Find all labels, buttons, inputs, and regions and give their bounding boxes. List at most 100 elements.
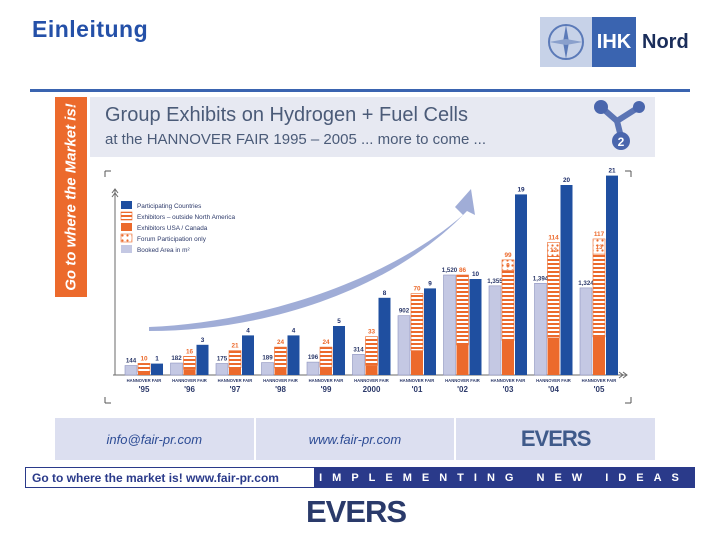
bottom-bar-tagline: IMPLEMENTING NEW IDEAS	[314, 468, 694, 487]
x-tick-prefix: HANNOVER FAIR	[309, 378, 344, 383]
label-countries: 5	[337, 318, 341, 325]
bar-exhibitors-usa	[229, 367, 241, 375]
bar-exhibitors-usa	[502, 340, 514, 375]
bar-exhibitors-usa	[365, 365, 378, 375]
bar-exhibitors-outside	[319, 346, 333, 368]
ihk-nord-logo: IHK Nord	[540, 17, 690, 67]
x-tick-label: '98	[275, 385, 286, 394]
bar-booked-area	[170, 362, 183, 376]
x-tick-label: '03	[503, 385, 514, 394]
bar-exhibitors-outside	[592, 253, 606, 338]
label-forum: 9	[506, 263, 510, 270]
label-booked-area: 314	[353, 346, 364, 353]
hydrogen-banner: Go to where the Market is! Group Exhibit…	[55, 97, 655, 460]
x-tick-prefix: HANNOVER FAIR	[218, 378, 253, 383]
label-countries: 8	[383, 290, 387, 297]
footer-email[interactable]: info@fair-pr.com	[55, 418, 256, 460]
bar-booked-area	[306, 361, 320, 376]
legend-outside-na-label: Exhibitors – outside North America	[137, 214, 235, 221]
bar-exhibitors-usa	[138, 372, 150, 375]
x-tick-label: '95	[139, 385, 150, 394]
x-tick-prefix: HANNOVER FAIR	[536, 378, 571, 383]
bar-exhibitors-outside	[183, 356, 196, 370]
label-countries: 4	[246, 327, 250, 334]
banner-subtitle: at the HANNOVER FAIR 1995 – 2005 ... mor…	[105, 131, 487, 148]
x-tick-label: 2000	[363, 385, 381, 394]
banner-header: Group Exhibits on Hydrogen + Fuel Cells …	[90, 97, 655, 157]
legend-participating-countries-swatch	[121, 201, 132, 209]
label-exhibitors: 33	[368, 329, 376, 336]
label-booked-area: 1,394	[533, 275, 549, 282]
label-exhibitors: 99	[504, 252, 512, 259]
compass-emblem-icon	[540, 17, 592, 67]
legend-forum-swatch	[120, 233, 133, 243]
x-tick-label: '96	[184, 385, 195, 394]
bar-forum	[501, 259, 515, 271]
footer-website-text: www.fair-pr.com	[308, 431, 402, 447]
label-exhibitors: 24	[277, 339, 285, 346]
evers-logo-text: EVERS	[306, 494, 407, 529]
bar-exhibitors-outside	[228, 350, 242, 368]
bar-exhibitors-outside	[274, 346, 287, 369]
footer-email-text: info@fair-pr.com	[106, 431, 203, 447]
bar-countries	[333, 326, 345, 375]
legend-outside-na-swatch	[120, 211, 133, 221]
label-exhibitors: 16	[186, 348, 194, 355]
label-countries: 9	[428, 280, 432, 287]
ihk-logo-word: Nord	[642, 30, 689, 53]
label-booked-area: 182	[171, 355, 182, 362]
label-exhibitors: 114	[548, 234, 559, 241]
bottom-bar: Go to where the market is! www.fair-pr.c…	[25, 467, 695, 488]
side-strip: Go to where the Market is!	[55, 97, 87, 297]
bar-forum	[592, 238, 606, 255]
molecule-icon: 2	[594, 100, 645, 150]
bar-countries	[424, 288, 436, 375]
label-booked-area: 196	[308, 354, 319, 361]
bar-exhibitors-usa	[593, 336, 605, 375]
y-axis-arrow	[111, 188, 119, 198]
label-booked-area: 902	[399, 308, 410, 315]
label-booked-area: 189	[262, 355, 273, 362]
label-countries: 19	[517, 186, 525, 193]
label-forum: 12	[550, 247, 557, 254]
evers-logo: EVERS	[306, 494, 407, 530]
bar-exhibitors-outside	[547, 256, 560, 339]
svg-text:2: 2	[618, 135, 625, 149]
bar-booked-area	[488, 285, 502, 376]
label-booked-area: 144	[126, 358, 137, 365]
bar-exhibitors-usa	[547, 337, 560, 375]
x-tick-label: '05	[594, 385, 605, 394]
bar-countries	[196, 344, 209, 375]
title-divider	[30, 89, 690, 92]
slide-title: Einleitung	[32, 16, 149, 42]
bar-booked-area	[397, 315, 411, 376]
bar-countries	[242, 335, 254, 375]
x-axis-arrow	[618, 371, 628, 379]
label-countries: 1	[155, 356, 159, 363]
label-booked-area: 1,520	[442, 267, 458, 274]
x-tick-prefix: HANNOVER FAIR	[582, 378, 617, 383]
x-tick-prefix: HANNOVER FAIR	[400, 378, 435, 383]
x-tick-label: '97	[230, 385, 241, 394]
bar-booked-area	[443, 274, 456, 376]
bar-exhibitors-outside	[456, 274, 469, 346]
evers-footer-logo: EVERS	[520, 426, 592, 451]
bar-forum	[547, 242, 560, 257]
label-exhibitors: 10	[140, 355, 148, 362]
legend-booked-area-swatch	[121, 245, 132, 253]
bar-exhibitors-usa	[456, 345, 469, 375]
label-countries: 3	[201, 337, 205, 344]
bar-countries	[515, 194, 527, 375]
ihk-logo-box: IHK	[592, 17, 636, 67]
label-exhibitors: 117	[594, 231, 605, 238]
footer-website[interactable]: www.fair-pr.com	[256, 418, 457, 460]
trend-arrow	[149, 189, 475, 331]
bar-exhibitors-outside	[365, 336, 378, 366]
bar-exhibitors-outside	[501, 270, 515, 341]
legend-booked-area-label: Booked Area in m²	[137, 247, 190, 254]
bar-booked-area	[124, 365, 138, 376]
bar-exhibitors-usa	[320, 367, 332, 375]
x-tick-prefix: HANNOVER FAIR	[263, 378, 298, 383]
x-tick-label: '02	[457, 385, 468, 394]
bar-exhibitors-outside	[137, 363, 151, 373]
